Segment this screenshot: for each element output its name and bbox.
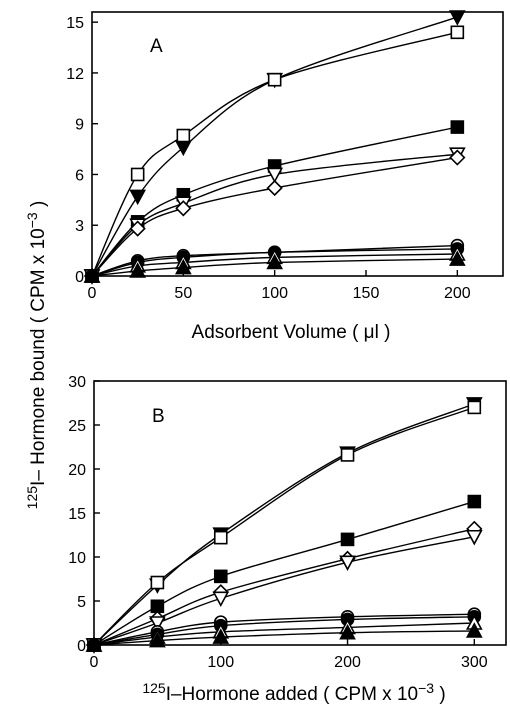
panel-b-y-tick-label: 30 — [68, 374, 86, 391]
panel-a-point-triangle-down-filled — [129, 189, 147, 206]
panel-a-y-tick-label: 3 — [75, 218, 84, 235]
panel-a-point-square-open — [130, 167, 145, 182]
panel-a-plot-frame — [91, 11, 504, 277]
panel-a-point-square-filled — [450, 120, 465, 134]
panel-b-y-tick-label: 20 — [68, 462, 86, 479]
panel-b-point-square-open — [467, 400, 482, 415]
panel-a-x-tick-label: 100 — [261, 285, 288, 302]
panel-b-point-triangle-up-filled — [149, 631, 166, 648]
panel-b-x-tick-label: 0 — [90, 654, 99, 671]
panel-a-series-line-triangle-up-filled — [91, 258, 458, 277]
panel-b-point-triangle-up-filled — [212, 628, 230, 644]
panel-a-y-tick-label: 15 — [66, 15, 84, 32]
panel-b-y-tick-label: 10 — [68, 550, 86, 567]
y-axis-label-exponent: −3 — [24, 212, 40, 228]
panel-b-panel-letter: B — [152, 406, 165, 427]
panel-b-x-label-close: ) — [434, 684, 446, 705]
panel-b-series-line-circle-filled — [93, 616, 475, 646]
panel-a-chart: A 0 50 100 150 200 0 3 6 9 12 15 — [66, 10, 504, 302]
y-axis-label: 125I– Hormone bound ( CPM x 10−3 ) — [24, 201, 49, 510]
panel-a-point-diamond-open — [129, 220, 146, 237]
panel-a-x-tick-label: 50 — [174, 285, 192, 302]
panel-b-chart: B 0 100 200 300 0 5 10 15 20 25 30 — [68, 374, 507, 671]
panel-b-y-tick-label: 0 — [77, 638, 86, 655]
panel-a-series-line-triangle-down-open — [91, 153, 458, 277]
panel-b-series-line-diamond-open — [93, 528, 475, 646]
panel-b-x-label-isotope: 125 — [142, 680, 166, 696]
panel-a-x-axis-label: Adsorbent Volume ( μl ) — [192, 322, 391, 343]
panel-b-point-square-filled — [467, 494, 482, 509]
panel-b-y-tick-label: 25 — [68, 418, 86, 435]
panel-a-point-square-open — [450, 25, 465, 40]
panel-b-y-tick-label: 15 — [68, 506, 86, 523]
panel-b-point-square-filled — [340, 532, 355, 547]
panel-a-series-line-diamond-open — [91, 156, 458, 277]
panel-a-y-tick-label: 12 — [66, 66, 84, 83]
panel-b-x-tick-label: 200 — [334, 654, 361, 671]
panel-a-point-triangle-up-filled — [266, 253, 284, 270]
panel-b-series-line-square-filled — [93, 500, 475, 646]
panel-a-point-diamond-open — [449, 149, 466, 166]
y-axis-label-close: ) — [28, 201, 49, 213]
panel-a-point-square-open — [176, 128, 191, 143]
panel-b-point-square-open — [340, 448, 355, 462]
panel-b-point-triangle-down-open — [339, 555, 356, 571]
panel-b-x-tick-label: 100 — [207, 654, 234, 671]
panel-b-series-line-triangle-up-filled — [93, 630, 475, 646]
panel-b-point-triangle-up-filled — [85, 636, 103, 652]
panel-b-x-axis-label: 125I–Hormone added ( CPM x 10−3 ) — [142, 680, 445, 705]
panel-b-point-square-open — [213, 530, 228, 545]
panel-a-point-triangle-up-filled — [174, 258, 192, 275]
panel-b-point-triangle-down-open — [465, 529, 483, 546]
panel-a-panel-letter: A — [150, 36, 163, 57]
panel-b-series-line-circle-open — [93, 613, 475, 646]
panel-a-x-tick-label: 0 — [88, 285, 97, 302]
panel-b-point-triangle-up-filled — [465, 622, 483, 638]
panel-a-y-tick-label: 9 — [75, 117, 84, 134]
panel-a-y-tick-label: 6 — [75, 167, 84, 184]
panel-b-point-triangle-down-open — [212, 591, 230, 608]
panel-b-x-label-exponent: −3 — [418, 680, 434, 696]
panel-b-point-square-filled — [213, 569, 228, 584]
panel-a-point-triangle-down-open — [266, 167, 284, 184]
panel-a-series-line-square-open — [91, 31, 458, 277]
panel-a-series-line-triangle-up-open — [91, 253, 458, 277]
panel-b-point-square-open — [150, 575, 165, 590]
panel-a-point-triangle-up-filled — [83, 267, 101, 283]
panel-b-point-triangle-down-open — [149, 616, 166, 632]
y-axis-label-text: I– Hormone bound ( CPM x 10 — [28, 228, 49, 486]
panel-a-point-triangle-down-filled — [448, 10, 466, 26]
panel-b-x-label-text: I–Hormone added ( CPM x 10 — [166, 684, 418, 705]
panel-a-y-tick-label: 0 — [75, 269, 84, 286]
panel-a-x-tick-label: 200 — [444, 285, 471, 302]
y-axis-label-isotope: 125 — [24, 486, 40, 510]
panel-b-series-line-triangle-up-open — [93, 622, 475, 646]
panel-b-x-tick-label: 300 — [461, 654, 488, 671]
panel-a-point-diamond-open — [266, 179, 283, 197]
panel-b-series-line-square-open — [93, 406, 475, 646]
panel-b-y-tick-label: 5 — [77, 594, 86, 611]
panel-a-point-triangle-up-filled — [129, 262, 147, 278]
panel-b-point-triangle-up-filled — [339, 623, 356, 640]
panel-b-series-line-triangle-down-open — [93, 536, 475, 646]
panel-b-series-line-triangle-down-filled — [93, 403, 475, 646]
panel-a-point-diamond-open — [175, 200, 192, 217]
panel-a-point-triangle-up-filled — [448, 250, 466, 266]
panel-a-series-line-triangle-down-filled — [91, 16, 458, 277]
panel-a-x-tick-label: 150 — [353, 285, 380, 302]
panel-a-point-square-open — [267, 72, 282, 87]
panel-a-series-line-square-filled — [91, 126, 458, 277]
